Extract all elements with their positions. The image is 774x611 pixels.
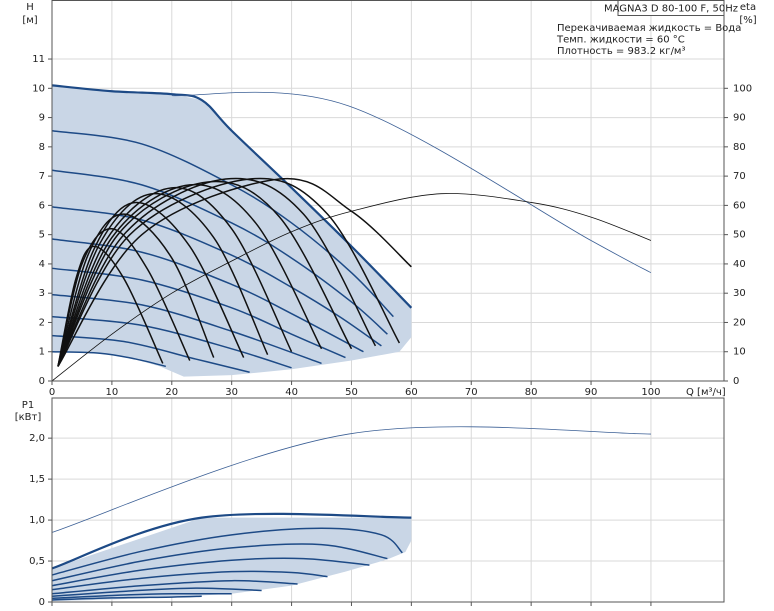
y-tick-label: 1,5 (29, 474, 45, 485)
curve (51, 267, 346, 359)
y-tick-label: 2 (39, 317, 45, 328)
y-tick-label: 4 (39, 259, 45, 270)
y-tick-label: 3 (39, 288, 45, 299)
curve (51, 543, 388, 582)
y-label-unit: [кВт] (15, 412, 42, 423)
curve (51, 557, 370, 587)
y2-tick-label: 50 (733, 230, 746, 241)
y-tick-label: 5 (39, 230, 45, 241)
y2-label: eta (740, 2, 756, 13)
x-tick-label: 50 (345, 387, 358, 398)
curve (51, 527, 403, 576)
y-label: H (26, 2, 34, 13)
y2-tick-label: 90 (733, 113, 746, 124)
x-tick-label: 40 (285, 387, 298, 398)
y2-tick-label: 30 (733, 288, 746, 299)
y-label-unit: [м] (22, 15, 37, 26)
x-tick-label: 30 (225, 387, 238, 398)
y-label: P1 (22, 400, 34, 411)
efficiency-curve (57, 245, 164, 367)
plot: 0 10 20 30 40 50 60 70 80 90 100 0 1 2 3 4 5 6 7 8 9 10 11 0 10 2… (32, 0, 752, 398)
annotation: Перекачиваемая жидкость = Вода (557, 23, 741, 34)
plot-frame (51, 397, 725, 603)
curve (51, 169, 388, 335)
plot: 0 0,5 1,0 1,5 2,0 (29, 397, 725, 608)
curve (51, 587, 262, 598)
y2-tick-label: 40 (733, 259, 746, 270)
y-tick-label: 8 (39, 142, 45, 153)
efficiency-curve (57, 187, 293, 367)
chart-title: MAGNA3 D 80-100 F, 50Hz (604, 4, 738, 15)
y2-tick-label: 80 (733, 142, 746, 153)
y2-tick-label: 20 (733, 317, 746, 328)
x-tick-label: 0 (49, 387, 55, 398)
curve (51, 579, 298, 595)
title-box (617, 0, 725, 16)
y-tick-label: 0 (39, 597, 45, 608)
annotation: Плотность = 983.2 кг/м³ (557, 46, 686, 57)
x-tick-label: 80 (525, 387, 538, 398)
y2-tick-label: 60 (733, 200, 746, 211)
efficiency-curve (57, 201, 245, 367)
x-tick-label: 100 (641, 387, 660, 398)
curve (51, 350, 166, 368)
efficiency-curve (57, 183, 323, 367)
y-tick-label: 0 (39, 376, 45, 387)
y2-tick-label: 100 (733, 83, 752, 94)
x-tick-label: 20 (165, 387, 178, 398)
efficiency-curve (51, 193, 652, 382)
y2-tick-label: 70 (733, 171, 746, 182)
y-tick-label: 2,0 (29, 433, 45, 444)
efficiency-curve (57, 177, 412, 367)
y-tick-label: 0,5 (29, 556, 45, 567)
curve (51, 592, 232, 600)
y-tick-label: 10 (32, 83, 45, 94)
y2-label-unit: [%] (739, 15, 756, 26)
curve (171, 91, 652, 274)
efficiency-curve (57, 177, 401, 367)
curve (51, 130, 394, 318)
operating-area (52, 517, 412, 602)
y-tick-label: 6 (39, 200, 45, 211)
curve (51, 426, 651, 533)
y-tick-label: 1,0 (29, 515, 45, 526)
y-tick-label: 1 (39, 347, 45, 358)
curve (51, 595, 202, 601)
x-label: Q [м³/ч] (686, 387, 726, 398)
annotation: Темп. жидкости = 60 °C (556, 35, 685, 46)
curve (51, 570, 328, 591)
y2-tick-label: 10 (733, 347, 746, 358)
x-tick-label: 10 (106, 387, 119, 398)
y-tick-label: 11 (32, 54, 45, 65)
curve (51, 512, 412, 570)
curve (51, 293, 322, 365)
operating-area (52, 85, 412, 377)
efficiency-curve (57, 228, 191, 367)
curve (51, 315, 292, 369)
y2-tick-label: 0 (733, 376, 739, 387)
y-tick-label: 7 (39, 171, 45, 182)
x-tick-label: 60 (405, 387, 418, 398)
curve (51, 84, 413, 309)
efficiency-curve (57, 177, 377, 367)
y-tick-label: 9 (39, 113, 45, 124)
efficiency-curve (57, 213, 215, 367)
x-tick-label: 90 (585, 387, 598, 398)
plot-frame (51, 0, 725, 382)
x-tick-label: 70 (465, 387, 478, 398)
